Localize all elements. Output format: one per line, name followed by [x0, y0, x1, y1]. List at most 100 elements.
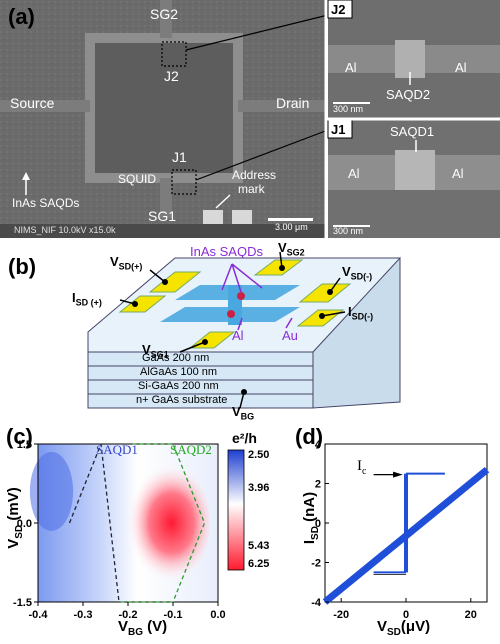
iv-ytick-label: 4	[315, 439, 322, 451]
vsd-minus-sub: SD(-)	[350, 271, 373, 282]
sg1-label: SG1	[148, 208, 177, 224]
vsg2-sub: SG2	[286, 247, 305, 258]
inset-j1-tag: J1	[331, 122, 346, 137]
vsg2-symbol: V	[278, 240, 287, 255]
isd-minus-symbol: I	[348, 304, 352, 319]
drain-label: Drain	[276, 95, 310, 111]
sem-footer-band	[0, 224, 325, 238]
heatmap-xtick-label: -0.3	[74, 609, 93, 621]
iv-ytick-label: 0	[315, 518, 321, 530]
colorbar-tick-3: 5.43	[248, 540, 270, 552]
iv-xlabel-unit: (μV)	[400, 618, 431, 635]
vbg-sub: BG	[240, 411, 255, 422]
ic-label: Ic	[357, 458, 366, 477]
heatmap-xtick-label: -0.2	[119, 609, 138, 621]
isd-plus-label: ISD (+)	[72, 290, 102, 308]
inas-pointer-3	[231, 263, 263, 289]
inas-arrowhead	[22, 172, 30, 180]
saqd2-label: SAQD2	[170, 442, 212, 457]
panel-a-letter: (a)	[8, 4, 35, 29]
inset-j1-scale: 300 nm	[333, 226, 364, 236]
inset-j1-dot-label: SAQD1	[390, 124, 435, 139]
heatmap-xtick-label: -0.1	[164, 609, 183, 621]
au-label: Au	[282, 328, 298, 343]
ic-arrowhead	[393, 471, 403, 478]
au-pointer	[285, 317, 293, 329]
heatmap-xlabel-sub: BG	[128, 627, 144, 638]
isd-plus-symbol: I	[72, 290, 76, 305]
ic-symbol: I	[357, 458, 362, 474]
inset-j1-left-al: Al	[348, 166, 360, 181]
colorbar-tick-1: 2.50	[248, 449, 270, 461]
source-lead	[0, 100, 90, 112]
colorbar	[227, 449, 245, 571]
ic-sub: c	[362, 466, 367, 477]
colorbar-title: e²/h	[232, 430, 257, 446]
isd-plus-dot	[132, 301, 138, 307]
vsd-plus-sub: SD(+)	[118, 261, 143, 272]
layer-algaas-label: AlGaAs 100 nm	[140, 366, 218, 378]
coulomb-diamond-saqd1	[68, 443, 120, 603]
vsg1-symbol: V	[142, 342, 151, 357]
inset-j2-left-al: Al	[345, 60, 357, 75]
heatmap-xtick-label: 0.0	[210, 609, 225, 621]
vbg-label: VBG	[232, 404, 254, 422]
isd-plus-sub: SD (+)	[75, 297, 102, 308]
vsd-minus-label: VSD(-)	[342, 264, 372, 282]
heatmap-xlabel-symbol: V	[118, 618, 129, 635]
inset-j2-dot-label: SAQD2	[386, 87, 431, 102]
vsd-plus-label: VSD(+)	[110, 254, 142, 272]
heatmap-ylabel-symbol: V	[5, 538, 22, 549]
heatmap-xlabel-unit: (V)	[143, 618, 168, 635]
drain-lead	[238, 100, 325, 112]
squid-interior	[95, 43, 233, 173]
iv-ylabel-unit: (nA)	[301, 491, 318, 527]
vsg2-dot	[279, 265, 285, 271]
isd-minus-pointer	[321, 311, 346, 317]
inas-label: InAs SAQDs	[12, 196, 80, 210]
inset-j2-tag: J2	[331, 2, 346, 17]
layer-gaas-label: GaAs 200 nm	[142, 352, 210, 364]
heatmap-xtick-label: -0.4	[29, 609, 49, 621]
colorbar-tick-2: 3.96	[248, 482, 270, 494]
vsg2-label: VSG2	[278, 240, 305, 258]
scale-bar	[268, 218, 313, 221]
panel-b-letter: (b)	[8, 254, 37, 279]
squid-label: SQUID	[118, 172, 157, 186]
heatmap-ylabel: VSD (mV)	[5, 473, 25, 563]
j1-box	[171, 169, 197, 195]
pad-vsg2	[253, 259, 304, 276]
heatmap-ytick-label: 0.0	[17, 518, 32, 530]
pad-vsd-plus	[148, 271, 202, 293]
pad-vsd-minus	[298, 283, 352, 303]
inas-pointer-2	[221, 263, 233, 291]
al-pointer	[237, 317, 243, 331]
iv-ytick-label: -4	[311, 597, 322, 609]
vsd-minus-symbol: V	[342, 264, 351, 279]
inset-j2-dot	[395, 40, 425, 78]
vsd-plus-symbol: V	[110, 254, 119, 269]
inset-j2-tag-box	[327, 0, 353, 19]
colorbar-tick-4: 6.25	[248, 558, 270, 570]
inas-saqds-label: InAs SAQDs	[190, 244, 263, 259]
inset-j1-dot	[395, 150, 435, 190]
layer-substrate	[87, 393, 314, 409]
j2-label: J2	[164, 68, 179, 84]
iv-ytick-label: 2	[315, 479, 321, 491]
inset-j2-scale: 300 nm	[333, 104, 364, 114]
layer-substrate-label: n+ GaAs substrate	[136, 394, 228, 406]
vsd-minus-dot	[327, 289, 333, 295]
j1-label: J1	[172, 149, 187, 165]
panel-c: -0.4 -0.3 -0.2 -0.1 0.0 1.5 0.0 -1.5 (c) SAQD1 …	[0, 422, 285, 644]
isd-minus-dot	[319, 313, 325, 319]
panel-c-letter: (c)	[6, 424, 33, 449]
panel-b: (b) InAs SAQDs VSD(+) VSG2 VSD(-) ISD (+…	[0, 240, 500, 422]
sg2-gate	[160, 0, 172, 38]
layer-sigaas-label: Si-GaAs 200 nm	[138, 380, 219, 392]
heatmap-plot-area: -0.4 -0.3 -0.2 -0.1 0.0 1.5 0.0 -1.5	[13, 439, 226, 621]
heatmap-ytick-label: 1.5	[17, 439, 32, 451]
qd-dot-2	[227, 310, 235, 318]
scale-label: 3.00 μm	[275, 222, 308, 232]
